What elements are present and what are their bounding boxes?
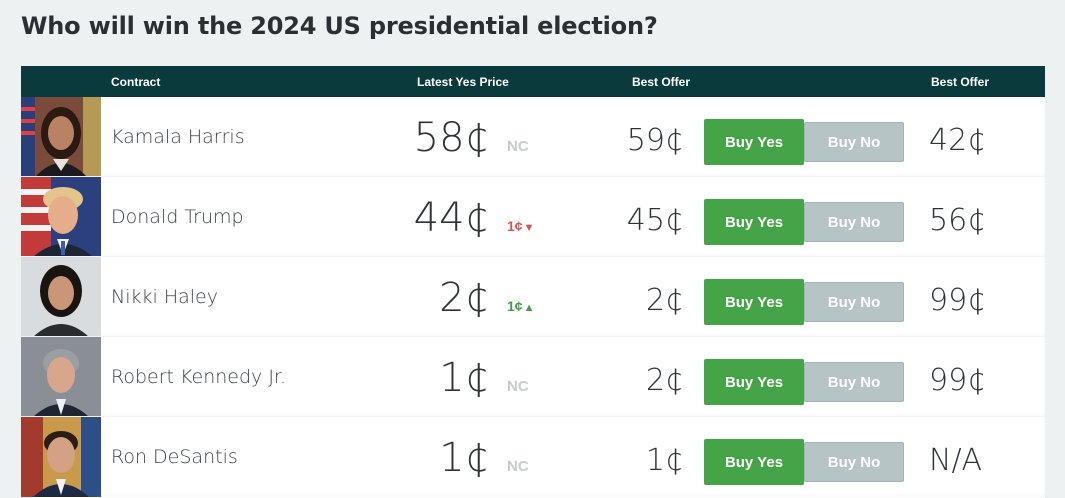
header-best-offer-yes: Best Offer xyxy=(632,75,691,89)
contract-row: Donald Trump 44¢ 1¢▼ 45¢ Buy Yes Buy No … xyxy=(21,176,1045,257)
best-offer-no: 99¢ xyxy=(929,283,987,318)
candidate-photo-avatar xyxy=(21,257,101,337)
buy-yes-button[interactable]: Buy Yes xyxy=(704,359,804,405)
buy-yes-button[interactable]: Buy Yes xyxy=(704,119,804,165)
best-offer-yes: 59¢ xyxy=(626,123,684,158)
page-title: Who will win the 2024 US presidential el… xyxy=(21,12,658,40)
table-header: Contract Latest Yes Price Best Offer Bes… xyxy=(21,66,1045,97)
best-offer-no: 56¢ xyxy=(929,203,987,238)
contract-row: Nikki Haley 2¢ 1¢▲ 2¢ Buy Yes Buy No 99¢ xyxy=(21,256,1045,337)
header-contract: Contract xyxy=(111,75,161,89)
best-offer-no: 42¢ xyxy=(929,123,987,158)
latest-yes-price: 44¢ xyxy=(413,195,490,241)
candidate-photo-avatar xyxy=(21,97,101,177)
header-best-offer-no: Best Offer xyxy=(931,75,990,89)
price-change: NC xyxy=(507,138,529,155)
candidate-name: Kamala Harris xyxy=(111,126,245,148)
latest-yes-price: 1¢ xyxy=(439,355,490,401)
candidate-name: Ron DeSantis xyxy=(111,446,238,468)
arrow-up-icon: ▲ xyxy=(523,302,535,314)
contract-row: Robert Kennedy Jr. 1¢ NC 2¢ Buy Yes Buy … xyxy=(21,336,1045,417)
candidate-photo-avatar xyxy=(21,417,101,497)
latest-yes-price: 58¢ xyxy=(413,115,490,161)
buy-yes-button[interactable]: Buy Yes xyxy=(704,439,804,485)
candidate-name: Robert Kennedy Jr. xyxy=(111,366,287,388)
buy-no-button[interactable]: Buy No xyxy=(804,282,904,322)
contracts-table: Contract Latest Yes Price Best Offer Bes… xyxy=(21,66,1045,498)
best-offer-yes: 2¢ xyxy=(645,363,684,398)
price-change: 1¢▼ xyxy=(507,218,535,234)
buy-no-button[interactable]: Buy No xyxy=(804,202,904,242)
buy-yes-button[interactable]: Buy Yes xyxy=(704,279,804,325)
arrow-down-icon: ▼ xyxy=(523,222,535,234)
best-offer-no: 99¢ xyxy=(929,363,987,398)
best-offer-yes: 45¢ xyxy=(626,203,684,238)
candidate-name: Donald Trump xyxy=(111,206,244,228)
buy-no-button[interactable]: Buy No xyxy=(804,362,904,402)
price-change: 1¢▲ xyxy=(507,298,535,314)
contract-row: Kamala Harris 58¢ NC 59¢ Buy Yes Buy No … xyxy=(21,97,1045,177)
price-change: NC xyxy=(507,458,529,475)
header-latest-yes-price: Latest Yes Price xyxy=(417,75,509,89)
buy-yes-button[interactable]: Buy Yes xyxy=(704,199,804,245)
price-change: NC xyxy=(507,378,529,395)
candidate-name: Nikki Haley xyxy=(111,286,218,308)
latest-yes-price: 2¢ xyxy=(439,275,490,321)
buy-no-button[interactable]: Buy No xyxy=(804,122,904,162)
latest-yes-price: 1¢ xyxy=(439,435,490,481)
best-offer-yes: 2¢ xyxy=(645,283,684,318)
contract-row: Ron DeSantis 1¢ NC 1¢ Buy Yes Buy No N/A xyxy=(21,416,1045,497)
best-offer-no: N/A xyxy=(929,443,983,478)
buy-no-button[interactable]: Buy No xyxy=(804,442,904,482)
candidate-photo-avatar xyxy=(21,177,101,257)
best-offer-yes: 1¢ xyxy=(645,443,684,478)
candidate-photo-avatar xyxy=(21,337,101,417)
